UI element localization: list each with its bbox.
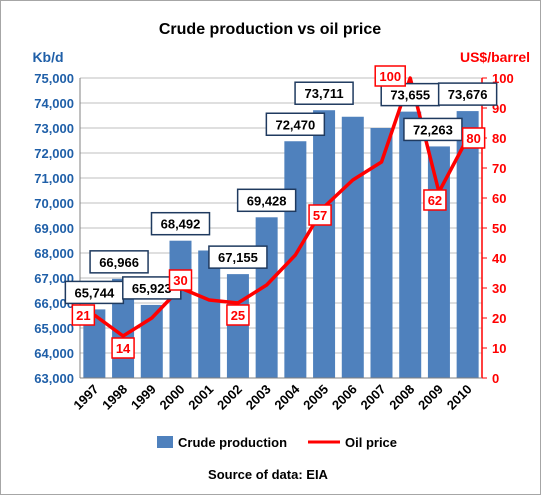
production-label: 65,744 [74,285,115,300]
production-label-box [294,81,354,105]
chart-title: Crude production vs oil price [159,21,381,38]
production-label-box [265,112,326,136]
production-label: 73,711 [305,86,344,101]
left-axis-tick-label: 75,000 [34,71,74,86]
price-label: 30 [173,273,187,288]
right-axis-tick-label: 50 [492,221,506,236]
price-label-box [308,204,332,226]
price-label-box [423,189,447,211]
price-label: 80 [466,131,480,146]
production-label-box [236,188,297,213]
bar-2001 [198,250,221,378]
bar-2005 [313,110,336,378]
left-axis-tick-label: 73,000 [34,121,74,136]
price-label-box [71,304,96,326]
production-label: 68,492 [161,217,201,232]
production-label: 73,655 [390,88,430,103]
price-label: 21 [76,308,90,323]
right-axis-unit: US$/barrel [460,49,530,65]
production-label: 72,470 [275,117,315,132]
left-axis-tick-label: 65,000 [34,321,74,336]
legend-swatch-crude-production [157,436,173,448]
legend-label-crude-production: Crude production [178,435,287,450]
production-label: 66,966 [99,255,139,270]
production-label-box [437,82,498,106]
production-label-box [150,211,211,236]
production-label: 65,923 [132,281,172,296]
price-label: 62 [428,193,442,208]
right-axis-tick-label: 100 [492,71,514,86]
bar-2007 [370,128,393,378]
left-axis-tick-label: 74,000 [34,96,74,111]
price-label-box [374,65,406,87]
right-axis-tick-label: 60 [492,191,506,206]
bar-2006 [341,116,364,378]
bar-2003 [255,217,278,378]
left-axis-tick-label: 69,000 [34,221,74,236]
price-label: 100 [379,69,401,84]
right-axis-tick-label: 70 [492,161,506,176]
left-axis-tick-label: 66,000 [34,296,74,311]
left-axis-tick-label: 68,000 [34,246,74,261]
legend-label-oil-price: Oil price [345,435,397,450]
price-label: 57 [313,208,327,223]
production-label-box [208,245,268,269]
bar-2008 [399,111,422,378]
bar-2000 [169,240,192,378]
production-label: 67,155 [218,250,258,265]
price-label-box [168,269,193,291]
legend: Crude production Oil price [157,435,397,450]
production-label: 69,428 [247,193,287,208]
price-label: 14 [116,341,131,356]
bar-1997 [83,309,106,378]
data-labels: 65,744 66,966 65,923 68,492 67,155 69,428 72,4… [64,65,498,359]
right-axis-tick-label: 40 [492,251,506,266]
right-axis-tick-label: 0 [492,371,499,386]
right-axis-tick-label: 30 [492,281,506,296]
left-axis-tick-label: 67,000 [34,271,74,286]
bar-2002 [226,274,249,378]
right-axis-tick-label: 20 [492,311,506,326]
left-axis-tick-label: 63,000 [34,371,74,386]
left-axis-unit: Kb/d [32,49,63,65]
production-label: 72,263 [413,122,453,137]
left-axis-tick-label: 71,000 [34,171,74,186]
left-axis-tick-label: 70,000 [34,196,74,211]
price-label: 25 [231,308,245,323]
left-axis-tick-label: 64,000 [34,346,74,361]
price-label-box [111,337,135,359]
right-axis-tick-label: 80 [492,131,506,146]
bar-2010 [456,111,479,378]
price-label-box [461,127,486,149]
production-label: 73,676 [448,87,488,102]
source-note: Source of data: EIA [208,467,329,482]
bar-2004 [284,141,307,378]
left-axis-tick-label: 72,000 [34,146,74,161]
price-label-box [226,304,250,326]
production-label-box [89,250,149,274]
right-axis-tick-label: 10 [492,341,506,356]
